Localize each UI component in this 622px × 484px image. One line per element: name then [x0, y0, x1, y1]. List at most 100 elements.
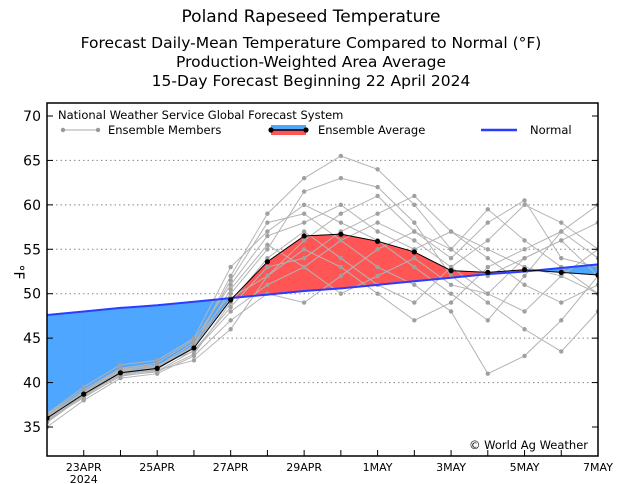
ensemble-average-point [191, 345, 197, 351]
ensemble-member-point [412, 193, 417, 199]
ensemble-member-point [559, 349, 564, 354]
ensemble-member-point [228, 273, 233, 279]
ensemble-member-point [191, 358, 197, 363]
ensemble-member-point [448, 264, 454, 270]
ensemble-member-point [522, 202, 527, 208]
ensemble-member-point [485, 220, 490, 225]
ensemble-member-point [559, 238, 564, 243]
ensemble-member-point [338, 255, 344, 261]
ensemble-member-point [485, 247, 490, 252]
ensemble-member-point [191, 351, 197, 357]
y-tick-label: 70 [23, 109, 41, 125]
ensemble-member-point [301, 211, 307, 216]
ensemble-member-point [448, 282, 454, 288]
legend-average-swatch-below [271, 125, 306, 130]
ensemble-member-point [265, 273, 270, 279]
ensemble-member-point [559, 318, 564, 323]
ensemble-member-point [485, 371, 490, 376]
y-tick-label: 55 [23, 242, 41, 258]
ensemble-member-line [47, 222, 598, 419]
ensemble-member-point [301, 264, 307, 270]
legend-average-label: Ensemble Average [318, 123, 425, 137]
ensemble-average-point [154, 365, 160, 371]
ensemble-member-point [265, 264, 270, 270]
ensemble-member-point [338, 202, 344, 208]
legend-members-label: Ensemble Members [108, 123, 221, 137]
x-tick-label: 23APR [66, 461, 102, 474]
ensemble-member-point [265, 229, 270, 234]
ensemble-member-point [485, 300, 490, 305]
ensemble-member-point [559, 229, 564, 234]
ensemble-member-point [522, 353, 527, 359]
ensemble-member-point [228, 304, 233, 310]
legend-members-dot [60, 127, 66, 133]
ensemble-average-point [485, 269, 491, 275]
ensemble-member-point [412, 300, 417, 305]
legend-header: National Weather Service Global Forecast… [58, 108, 343, 122]
ensemble-member-point [228, 282, 233, 288]
ensemble-member-point [265, 211, 270, 216]
x-tick-label: 29APR [286, 461, 322, 474]
ensemble-member-point [559, 220, 564, 225]
ensemble-member-point [412, 282, 417, 288]
ensemble-member-point [485, 264, 490, 270]
ensemble-member-point [559, 300, 564, 305]
ensemble-member-point [301, 247, 307, 252]
ensemble-member-point [375, 211, 380, 216]
anomaly-fill [414, 251, 452, 282]
ensemble-member-point [118, 362, 123, 367]
ensemble-member-point [301, 229, 307, 234]
ensemble-member-point [448, 300, 454, 305]
ensemble-member-point [375, 273, 380, 279]
chart-subtitle-1: Forecast Daily-Mean Temperature Compared… [80, 34, 542, 52]
ensemble-member-point [522, 327, 527, 332]
ensemble-member-point [265, 255, 270, 261]
ensemble-member-point [265, 242, 270, 248]
legend-normal-label: Normal [530, 123, 572, 137]
ensemble-member-point [338, 175, 344, 181]
ensemble-member-point [522, 247, 527, 252]
ensemble-average-point [375, 238, 381, 244]
ensemble-member-line [47, 195, 598, 416]
ensemble-member-point [228, 264, 233, 270]
ensemble-member-point [265, 282, 270, 288]
ensemble-member-point [228, 291, 233, 296]
y-tick-label: 60 [23, 198, 41, 214]
ensemble-average-point [521, 267, 528, 273]
y-tick-label: 50 [23, 287, 41, 303]
ensemble-member-point [412, 229, 417, 234]
y-tick-label: 45 [23, 331, 41, 347]
ensemble-member-point [522, 273, 527, 279]
ensemble-member-line [47, 195, 598, 420]
plot-frame [46, 102, 599, 457]
ensemble-member-point [375, 291, 380, 296]
chart-subtitle-2: Production-Weighted Area Average [176, 53, 446, 71]
copyright-annotation: © World Ag Weather [469, 438, 588, 452]
legend-average-dot [268, 127, 274, 133]
ensemble-average-point [81, 391, 87, 397]
ensemble-member-point [301, 189, 307, 194]
ensemble-member-point [412, 202, 417, 208]
ensemble-member-point [191, 337, 197, 343]
ensemble-member-point [228, 309, 233, 314]
chart-title: Poland Rapeseed Temperature [181, 7, 441, 27]
x-tick-label: 7MAY [583, 461, 613, 474]
y-tick-label: 35 [23, 420, 41, 436]
ensemble-member-point [375, 247, 380, 252]
ensemble-average-point [117, 370, 124, 376]
ensemble-member-point [375, 184, 380, 190]
x-tick-label: 25APR [139, 461, 175, 474]
ensemble-member-point [412, 264, 417, 270]
ensemble-member-point [265, 233, 270, 239]
ensemble-member-point [448, 255, 454, 261]
y-axis-label: °F [10, 264, 26, 279]
legend-average-swatch-above [271, 130, 306, 135]
ensemble-member-point [338, 153, 344, 159]
ensemble-member-point [265, 220, 270, 225]
y-tick-label: 65 [23, 153, 41, 169]
ensemble-average-point [558, 269, 564, 275]
ensemble-member-point [375, 229, 380, 234]
ensemble-member-point [301, 255, 307, 261]
